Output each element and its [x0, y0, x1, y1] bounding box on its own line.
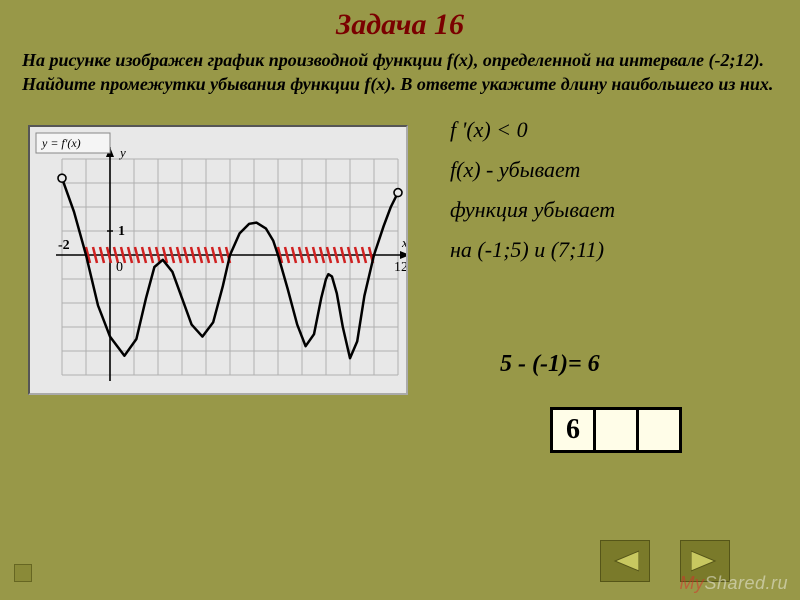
derivative-graph: -2 0 12 1 y x y = f'(x)	[28, 125, 408, 395]
watermark: MyShared.ru	[679, 573, 788, 594]
math-line-2: f(x) - убывает	[450, 157, 780, 183]
svg-text:x: x	[401, 235, 406, 250]
calculation: 5 - (-1)= 6	[500, 351, 600, 378]
arrow-left-icon	[611, 549, 639, 573]
arrow-right-icon	[691, 549, 719, 573]
svg-text:1: 1	[118, 224, 125, 239]
svg-text:-2: -2	[58, 238, 70, 253]
svg-text:y = f'(x): y = f'(x)	[41, 136, 81, 150]
math-line-1: f '(x) < 0	[450, 117, 780, 143]
svg-text:y: y	[118, 145, 126, 160]
math-line-3: функция убывает	[450, 197, 780, 223]
svg-text:12: 12	[394, 260, 406, 275]
slide-title: Задача 16	[0, 0, 800, 42]
svg-text:0: 0	[116, 260, 123, 275]
prev-button[interactable]	[600, 540, 650, 582]
corner-button[interactable]	[14, 564, 32, 582]
math-reasoning: f '(x) < 0 f(x) - убывает функция убывае…	[450, 117, 780, 277]
answer-cell-1: 6	[550, 407, 596, 453]
math-line-4: на (-1;5) и (7;11)	[450, 237, 780, 263]
answer-cell-3	[636, 407, 682, 453]
content-area: -2 0 12 1 y x y = f'(x) f '(x) < 0 f(x) - убыв…	[0, 97, 800, 527]
problem-statement: На рисунке изображен график производной …	[0, 42, 800, 97]
answer-cell-2	[593, 407, 639, 453]
answer-boxes: 6	[550, 407, 682, 453]
